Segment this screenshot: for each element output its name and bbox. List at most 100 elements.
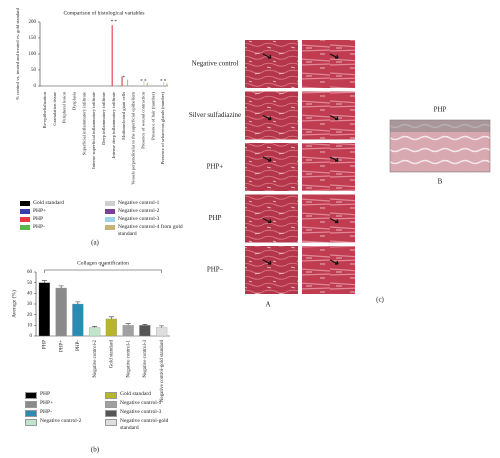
annotation: * * xyxy=(160,79,167,84)
inset-label: B xyxy=(438,178,443,186)
arrow xyxy=(329,114,339,121)
histology-image xyxy=(302,91,355,140)
annotation: * * xyxy=(140,79,147,84)
legend-item: Negative control-3 xyxy=(105,409,185,417)
legend-item: PHP+ xyxy=(25,400,105,408)
error-bar xyxy=(92,326,98,328)
row-label: PHP– xyxy=(207,266,224,274)
y-axis-label: % control vs. treated and treated vs. go… xyxy=(15,7,20,100)
legend-swatch xyxy=(20,201,30,206)
x-tick-label: Negative control-1 xyxy=(126,340,131,378)
chart-title: Comparison of histological variables xyxy=(63,9,144,16)
legend-label: PHP xyxy=(40,391,51,397)
row-label: PHP+ xyxy=(207,163,224,171)
legend-item: Negative control-4 from gold standard xyxy=(105,224,190,238)
x-tick-label: PHP xyxy=(43,340,48,349)
x-tick-label: Presence of wound contraction xyxy=(140,91,145,148)
bar xyxy=(111,25,113,86)
arrow xyxy=(262,217,272,224)
legend-label: Gold standard xyxy=(33,200,65,206)
error-bar xyxy=(58,285,64,288)
legend-label: Negative control-3 xyxy=(120,409,162,415)
error-bar xyxy=(41,280,47,283)
y-tick-label: 30 xyxy=(27,302,33,307)
legend-swatch xyxy=(105,217,115,222)
bar xyxy=(146,82,148,86)
significance-bracket xyxy=(44,269,162,273)
x-tick-label: Granulation tissue xyxy=(52,92,57,126)
bar xyxy=(163,82,165,86)
legend-label: Negative control-2 xyxy=(40,418,82,424)
x-tick-label: Gold standard xyxy=(110,340,115,369)
arrow xyxy=(262,156,272,162)
x-tick-label: Re-epithelialization xyxy=(42,91,47,128)
bar xyxy=(166,83,168,86)
x-tick-label: Vessels perpendicular to the superficial… xyxy=(131,92,136,185)
y-tick-label: 0 xyxy=(30,334,33,339)
y-tick-label: 0 xyxy=(34,84,37,89)
legend-item: Gold standard xyxy=(105,391,185,399)
legend-swatch xyxy=(105,419,117,426)
legend-item: Negative control-2 xyxy=(105,208,190,215)
legend-swatch xyxy=(105,225,115,230)
x-tick-label: Dysplasia xyxy=(72,92,77,110)
histology-image xyxy=(302,246,355,294)
arrow xyxy=(329,156,339,162)
panel-label: (b) xyxy=(91,446,100,454)
x-tick-label: Negative control-3 xyxy=(143,340,148,378)
annotation: * xyxy=(122,76,125,81)
legend-label: Negative control-gold standard xyxy=(120,418,169,431)
bar xyxy=(89,327,101,337)
legend-label: PHP+ xyxy=(33,208,47,214)
y-tick-label: 50 xyxy=(27,281,33,286)
error-bar xyxy=(142,323,148,326)
histology-image xyxy=(245,246,298,294)
x-tick-label: Superficial inflammatory infiltrate xyxy=(81,92,86,155)
bar xyxy=(105,318,117,337)
y-tick-label: 150 xyxy=(29,36,37,41)
arrow xyxy=(329,53,339,59)
x-tick-label: Multinucleated giant cells xyxy=(121,92,126,140)
legend-label: PHP- xyxy=(33,224,45,230)
legend-label: PHP- xyxy=(40,409,52,415)
legend-item: PHP+ xyxy=(20,208,105,215)
histology-image xyxy=(245,91,298,140)
legend-swatch xyxy=(25,410,37,417)
histology-image xyxy=(302,194,355,243)
chart-title: Collagen quantification xyxy=(77,259,129,266)
bar xyxy=(38,282,50,337)
legend-swatch xyxy=(25,401,37,408)
legend-item: Negative control-3 xyxy=(105,216,190,223)
x-tick-label: Presence of hair (number) xyxy=(150,92,155,140)
legend-label: Negative control-3 xyxy=(118,216,160,222)
histology-image xyxy=(302,143,355,191)
histology-image-edge xyxy=(390,120,490,132)
histology-image xyxy=(245,40,298,88)
annotation: * * xyxy=(111,20,118,25)
legend: Gold standard PHP+ PHP PHP- Negative control… xyxy=(20,200,190,239)
legend-swatch xyxy=(25,419,37,426)
legend-label: PHP+ xyxy=(40,400,54,406)
x-tick-label: Negative control-2 xyxy=(93,340,98,378)
arrow xyxy=(262,53,272,59)
arrow xyxy=(329,259,339,265)
x-tick-label: Negative control-gold standard xyxy=(160,340,165,403)
bar xyxy=(72,303,84,337)
x-tick-label: PHP- xyxy=(76,340,81,351)
legend-item: Negative control-gold standard xyxy=(105,418,185,432)
legend-item: Negative control-1 xyxy=(105,400,185,408)
annotation: * xyxy=(102,264,105,270)
legend-label: Gold standard xyxy=(120,391,152,397)
legend-item: PHP xyxy=(25,391,105,399)
legend-swatch xyxy=(105,410,117,417)
x-tick-label: Intense deep inflammatory infiltrate xyxy=(111,92,116,158)
row-label: PHP xyxy=(209,214,222,222)
legend-item: PHP- xyxy=(25,409,105,417)
row-label: Negative control xyxy=(192,60,239,68)
panel-label: (a) xyxy=(91,239,99,247)
bar xyxy=(121,76,123,86)
legend-item: Negative control-2 xyxy=(25,418,105,432)
bar xyxy=(127,79,129,86)
x-tick-label: Deep inflammatory infiltrate xyxy=(101,92,106,145)
